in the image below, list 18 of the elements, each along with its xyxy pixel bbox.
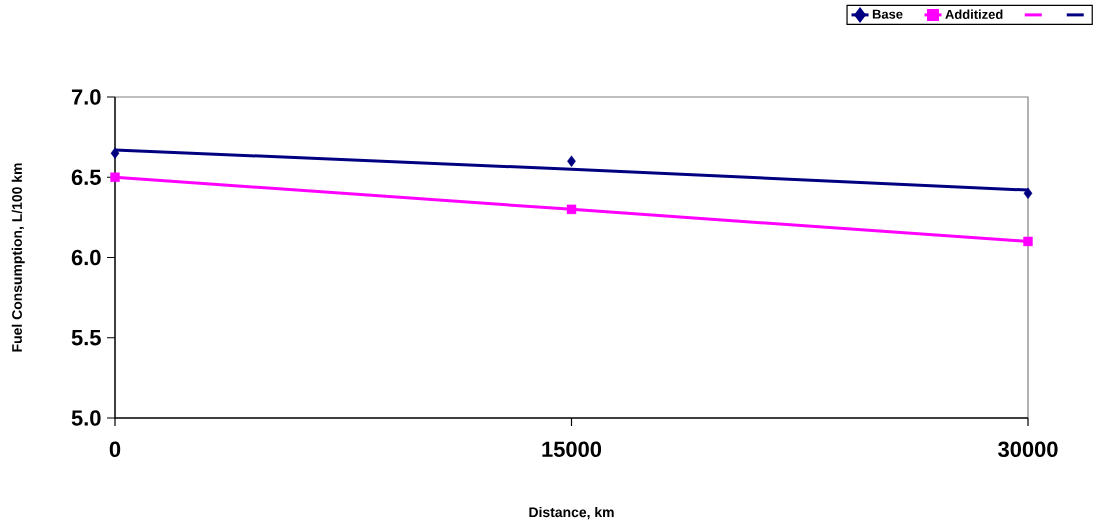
legend-label: Additized <box>945 9 1003 19</box>
y-axis-title: Fuel Consumption, L/100 km <box>11 163 25 352</box>
y-tick-label: 6.5 <box>71 169 101 186</box>
point <box>1023 187 1033 199</box>
y-tick-label: 7.0 <box>71 89 101 105</box>
y-tick-label: 6.0 <box>71 249 101 266</box>
x-tick-label: 15000 <box>542 441 602 458</box>
point <box>110 172 120 182</box>
point <box>110 147 120 159</box>
x-tick-label: 30000 <box>998 441 1058 458</box>
point <box>1023 236 1033 247</box>
y-tick-label: 5.5 <box>71 330 101 346</box>
point <box>567 155 576 167</box>
x-axis-title: Distance, km <box>529 506 614 520</box>
y-tick-label: 5.0 <box>71 410 101 426</box>
x-tick-label: 0 <box>109 441 121 458</box>
legend-label: Base <box>872 9 903 19</box>
point <box>566 204 577 215</box>
